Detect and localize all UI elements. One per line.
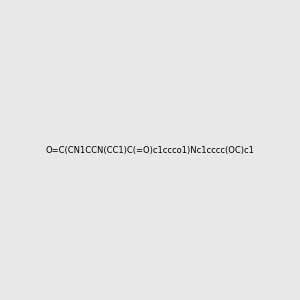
Text: O=C(CN1CCN(CC1)C(=O)c1ccco1)Nc1cccc(OC)c1: O=C(CN1CCN(CC1)C(=O)c1ccco1)Nc1cccc(OC)c…	[46, 146, 254, 154]
